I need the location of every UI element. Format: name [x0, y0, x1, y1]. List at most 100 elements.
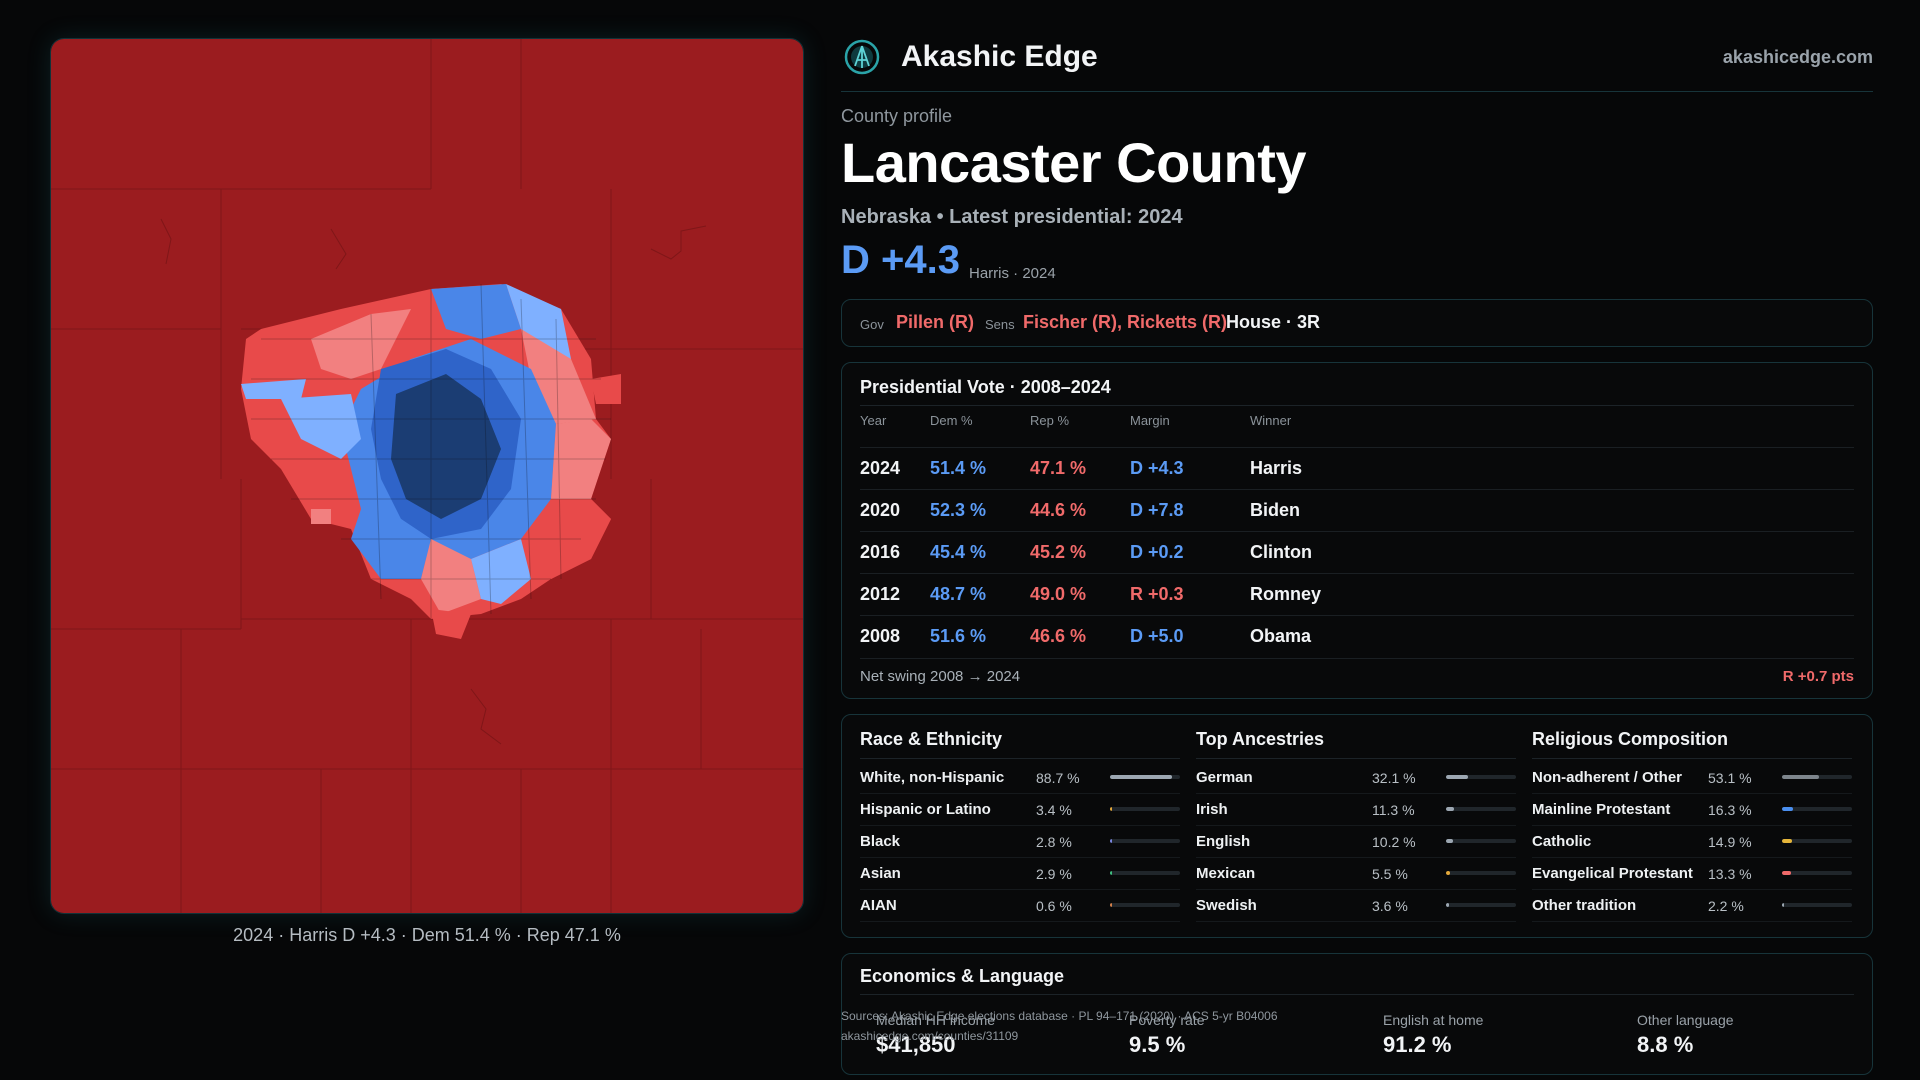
precinct-map-svg[interactable]	[51, 39, 804, 914]
stat-value: $41,850	[876, 1032, 956, 1057]
race-name: Black	[860, 833, 901, 850]
stat-label: Median HH income	[876, 1012, 996, 1028]
row-winner: Clinton	[1250, 542, 1312, 562]
county-profile-panel: Akashic Edge akashicedge.com County prof…	[841, 0, 1873, 1080]
headline-margin-note: Harris · 2024	[969, 265, 1056, 282]
map-urban-precincts	[241, 284, 621, 639]
religion-row: Evangelical Protestant 13.3 %	[1532, 858, 1852, 890]
divider	[860, 994, 1854, 995]
race-share-bar	[1110, 775, 1180, 779]
religion-pct: 16.3 %	[1708, 802, 1752, 818]
row-winner: Obama	[1250, 626, 1312, 646]
row-rep-pct: 45.2 %	[1030, 542, 1087, 562]
race-row: Asian 2.9 %	[860, 858, 1180, 890]
ancestries-row: English 10.2 %	[1196, 826, 1516, 858]
religion-name: Mainline Protestant	[1532, 801, 1671, 818]
sources-line: Sources: Akashic Edge elections database…	[841, 1009, 1278, 1023]
stat-median-income: Median HH income $41,850	[876, 1012, 1106, 1058]
row-year: 2012	[860, 584, 901, 604]
ancestries-name: Swedish	[1196, 897, 1257, 914]
race-pct: 2.9 %	[1036, 866, 1072, 882]
county-permalink[interactable]: akashicedge.com/counties/31109	[841, 1029, 1019, 1043]
senators-value: Fischer (R), Ricketts (R)	[1023, 312, 1228, 332]
race-row: AIAN 0.6 %	[860, 890, 1180, 922]
governor-label: Gov	[860, 317, 884, 332]
race-name: AIAN	[860, 897, 897, 914]
race-share-fill	[1110, 775, 1173, 779]
race-pct: 3.4 %	[1036, 802, 1072, 818]
row-rep-pct: 46.6 %	[1030, 626, 1087, 646]
stat-value: 8.8 %	[1637, 1032, 1694, 1057]
row-margin: D +7.8	[1130, 500, 1184, 520]
race-ethnicity-section: Race & Ethnicity White, non-Hispanic 88.7…	[860, 715, 1180, 939]
religion-name: Catholic	[1532, 833, 1592, 850]
race-share-bar	[1110, 807, 1180, 811]
religion-name: Other tradition	[1532, 897, 1637, 914]
ancestries-share-bar	[1446, 871, 1516, 875]
religion-name: Evangelical Protestant	[1532, 865, 1693, 882]
col-header-dem: Dem %	[930, 413, 973, 428]
presidential-row: 2012 48.7 % 49.0 % R +0.3 Romney	[860, 573, 1854, 615]
ancestries-pct: 10.2 %	[1372, 834, 1416, 850]
ancestries-pct: 3.6 %	[1372, 898, 1408, 914]
brand-name[interactable]: Akashic Edge	[901, 40, 1098, 73]
presidential-title: Presidential Vote · 2008–2024	[860, 377, 1111, 397]
row-winner: Biden	[1250, 500, 1301, 520]
ancestries-share-fill	[1446, 839, 1454, 843]
ancestries-share-fill	[1446, 775, 1469, 779]
religion-row: Other tradition 2.2 %	[1532, 890, 1852, 922]
religion-pct: 13.3 %	[1708, 866, 1752, 882]
site-url-link[interactable]: akashicedge.com	[1722, 47, 1873, 67]
race-name: Hispanic or Latino	[860, 801, 991, 818]
ancestries-section: Top Ancestries German 32.1 % Irish 11.3 % En…	[1196, 715, 1516, 939]
ancestries-share-bar	[1446, 839, 1516, 843]
stat-other-language: Other language 8.8 %	[1637, 1012, 1867, 1058]
religion-share-fill	[1782, 775, 1820, 779]
ancestries-share-fill	[1446, 807, 1454, 811]
divider	[1196, 758, 1516, 759]
stat-value: 91.2 %	[1383, 1032, 1452, 1057]
precinct-map[interactable]	[50, 38, 804, 914]
religion-share-bar	[1782, 839, 1852, 843]
religion-share-bar	[1782, 871, 1852, 875]
akashic-edge-logo-icon[interactable]	[843, 38, 881, 76]
religion-row: Mainline Protestant 16.3 %	[1532, 794, 1852, 826]
col-header-year: Year	[860, 413, 887, 428]
presidential-table-header: Year Dem % Rep % Margin Winner	[860, 413, 1854, 437]
ancestries-pct: 5.5 %	[1372, 866, 1408, 882]
ancestries-row: Mexican 5.5 %	[1196, 858, 1516, 890]
religion-share-fill	[1782, 871, 1792, 875]
map-precinct-lines	[251, 283, 611, 619]
religion-pct: 14.9 %	[1708, 834, 1752, 850]
divider	[860, 405, 1854, 406]
row-rep-pct: 44.6 %	[1030, 500, 1087, 520]
ancestries-share-bar	[1446, 775, 1516, 779]
race-title: Race & Ethnicity	[860, 729, 1003, 749]
divider	[1532, 758, 1852, 759]
officials-card: Gov Pillen (R) Sens Fischer (R), Rickett…	[841, 299, 1873, 347]
ancestries-share-fill	[1446, 871, 1450, 875]
religion-share-bar	[1782, 775, 1852, 779]
race-share-fill	[1110, 807, 1113, 811]
religion-section: Religious Composition Non-adherent / Oth…	[1532, 715, 1852, 939]
ancestries-row: German 32.1 %	[1196, 762, 1516, 794]
row-dem-pct: 51.6 %	[930, 626, 987, 646]
stat-label: Poverty rate	[1129, 1012, 1205, 1028]
race-row: Black 2.8 %	[860, 826, 1180, 858]
row-winner: Harris	[1250, 458, 1303, 478]
demographics-card: Race & Ethnicity White, non-Hispanic 88.7…	[841, 714, 1873, 938]
race-share-fill	[1110, 839, 1112, 843]
religion-share-fill	[1782, 903, 1784, 907]
ancestries-name: German	[1196, 769, 1253, 786]
row-year: 2016	[860, 542, 901, 562]
ancestries-name: Irish	[1196, 801, 1228, 818]
presidential-row: 2024 51.4 % 47.1 % D +4.3 Harris	[860, 447, 1854, 489]
governor-value: Pillen (R)	[896, 312, 975, 332]
race-share-fill	[1110, 871, 1113, 875]
race-share-bar	[1110, 839, 1180, 843]
net-swing-label: Net swing 2008 → 2024	[860, 668, 1021, 685]
col-header-winner: Winner	[1250, 413, 1292, 428]
ancestries-title: Top Ancestries	[1196, 729, 1325, 749]
house-delegation: House · 3R	[1226, 312, 1321, 332]
net-swing-row: Net swing 2008 → 2024 R +0.7 pts	[860, 658, 1854, 688]
